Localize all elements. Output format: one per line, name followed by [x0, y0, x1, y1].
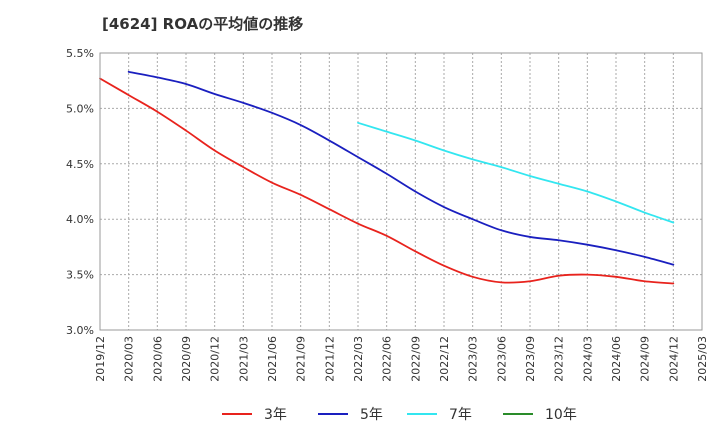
x-tick-label: 2021/06: [266, 336, 279, 382]
legend-label-4: 10年: [545, 407, 577, 423]
x-tick-label: 2023/03: [467, 336, 480, 382]
x-tick-label: 2021/09: [295, 336, 308, 382]
x-tick-label: 2019/12: [94, 336, 107, 382]
x-tick-label: 2021/03: [237, 336, 250, 382]
x-tick-label: 2023/09: [524, 336, 537, 382]
legend-label-2: 5年: [360, 407, 383, 423]
x-tick-label: 2020/06: [151, 336, 164, 382]
series-line-3: [357, 121, 675, 224]
legend: 3年 5年 7年 10年: [222, 407, 577, 423]
chart-title: [4624] ROAの平均値の推移: [102, 15, 303, 33]
plot-area: [100, 53, 702, 330]
x-tick-label: 2023/12: [553, 336, 566, 382]
x-tick-label: 2023/06: [495, 336, 508, 382]
x-tick-label: 2024/12: [667, 336, 680, 382]
plot-border: [99, 52, 703, 331]
series-line-2: [127, 70, 675, 266]
y-axis-ticks: 3.0% 3.5% 4.0% 4.5% 5.0% 5.5%: [66, 47, 94, 337]
x-tick-label: 2022/12: [438, 336, 451, 382]
y-tick-label: 3.0%: [66, 324, 94, 337]
x-tick-label: 2020/09: [180, 336, 193, 382]
y-tick-label: 3.5%: [66, 269, 94, 282]
x-axis-ticks: 2019/12 2020/03 2020/06 2020/09 2020/12 2021/…: [94, 336, 709, 382]
y-tick-label: 5.5%: [66, 47, 94, 60]
y-tick-label: 5.0%: [66, 102, 94, 115]
series-line-1: [99, 77, 675, 285]
x-tick-label: 2021/12: [323, 336, 336, 382]
x-tick-label: 2022/03: [352, 336, 365, 382]
legend-label-1: 3年: [264, 407, 287, 423]
x-tick-label: 2024/06: [610, 336, 623, 382]
series-lines: [99, 70, 675, 285]
x-tick-label: 2024/09: [639, 336, 652, 382]
y-tick-label: 4.5%: [66, 158, 94, 171]
legend-label-3: 7年: [449, 407, 472, 423]
x-tick-label: 2022/06: [381, 336, 394, 382]
x-tick-label: 2022/09: [409, 336, 422, 382]
x-tick-label: 2024/03: [581, 336, 594, 382]
x-tick-label: 2020/03: [123, 336, 136, 382]
y-tick-label: 4.0%: [66, 213, 94, 226]
x-tick-label: 2025/03: [696, 336, 709, 382]
x-tick-label: 2020/12: [209, 336, 222, 382]
